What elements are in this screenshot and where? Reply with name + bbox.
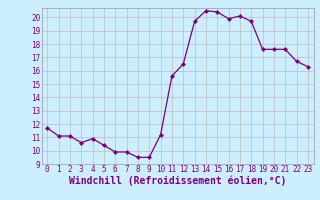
X-axis label: Windchill (Refroidissement éolien,°C): Windchill (Refroidissement éolien,°C) [69, 176, 286, 186]
